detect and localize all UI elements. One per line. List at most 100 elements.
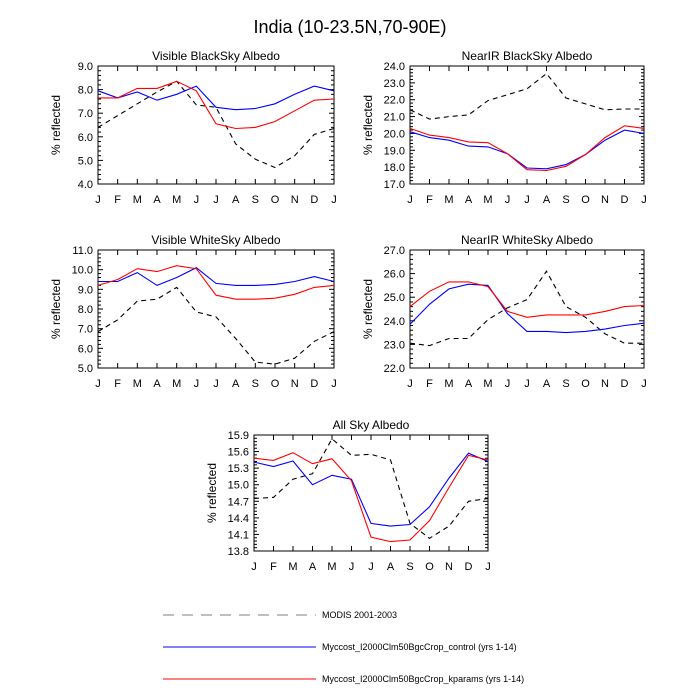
x-tick-label: A [543, 194, 551, 206]
y-axis-label: % reflected [49, 95, 63, 155]
y-tick-label: 9.0 [78, 61, 93, 73]
x-tick-label: A [387, 561, 395, 573]
y-tick-label: 10.0 [72, 265, 93, 277]
y-axis-label: % reflected [361, 95, 375, 155]
x-tick-label: J [505, 194, 511, 206]
plot-frame [97, 65, 335, 185]
x-tick-label: J [251, 561, 257, 573]
series-line-myccost-i2000clm50bgccrop-control-yrs-1-14 [97, 85, 335, 111]
x-tick-label: M [483, 378, 492, 390]
x-tick-label: D [310, 378, 318, 390]
y-tick-label: 15.9 [228, 430, 249, 442]
x-tick-label: O [581, 194, 590, 206]
x-tick-label: M [444, 194, 453, 206]
x-tick-label: S [252, 194, 259, 206]
legend-label-modis: MODIS 2001-2003 [322, 610, 397, 620]
x-tick-label: M [133, 378, 142, 390]
y-tick-label: 22.0 [384, 95, 405, 107]
x-tick-label: D [621, 378, 629, 390]
y-tick-label: 20.0 [384, 128, 405, 140]
x-tick-label: J [194, 378, 200, 390]
series-line-modis-2001-2003 [409, 72, 644, 120]
x-tick-label: J [485, 561, 491, 573]
x-tick-label: J [213, 378, 219, 390]
x-tick-label: N [291, 194, 299, 206]
x-tick-label: N [445, 561, 453, 573]
x-tick-label: M [483, 194, 492, 206]
series-line-modis-2001-2003 [97, 286, 335, 365]
y-tick-label: 15.0 [228, 480, 249, 492]
x-tick-label: J [407, 194, 413, 206]
y-tick-label: 5.0 [78, 363, 93, 375]
x-tick-label: M [133, 194, 142, 206]
x-tick-label: O [271, 194, 280, 206]
x-tick-label: N [601, 378, 609, 390]
y-axis-label: % reflected [205, 463, 219, 523]
x-tick-label: A [153, 194, 161, 206]
panel-nearir-blacksky-albedo: NearIR BlackSky Albedo 17.0 18.0 19.0 20.0 21… [361, 49, 647, 206]
y-tick-label: 14.7 [228, 496, 249, 508]
x-tick-label: J [213, 194, 219, 206]
x-tick-label: J [641, 194, 647, 206]
y-tick-label: 7.0 [78, 324, 93, 336]
y-tick-label: 23.0 [384, 78, 405, 90]
y-tick-label: 4.0 [78, 179, 93, 191]
series-line-myccost-i2000clm50bgccrop-control-yrs-1-14 [98, 267, 335, 287]
panel-title: Visible BlackSky Albedo [152, 49, 280, 63]
y-tick-label: 14.4 [228, 513, 249, 525]
x-tick-label: M [172, 194, 181, 206]
x-tick-label: A [232, 378, 240, 390]
y-axis-label: % reflected [361, 279, 375, 339]
panel-all-sky-albedo: All Sky Albedo 13.8 14.1 14.4 14.7 15.0 15.3 15… [205, 418, 491, 573]
x-tick-label: F [114, 194, 121, 206]
y-tick-label: 9.0 [78, 284, 93, 296]
y-tick-label: 18.0 [384, 162, 405, 174]
x-tick-label: M [172, 378, 181, 390]
legend-item-kparams: Myccost_I2000Clm50BgcCrop_kparams (yrs 1… [163, 674, 524, 684]
series-line-myccost-i2000clm50bgccrop-control-yrs-1-14 [253, 452, 489, 527]
x-tick-label: J [95, 378, 101, 390]
y-tick-label: 11.0 [72, 245, 93, 257]
x-tick-label: J [524, 378, 530, 390]
x-tick-label: J [194, 194, 200, 206]
x-tick-label: M [444, 378, 453, 390]
panel-visible-whitesky-albedo: Visible WhiteSky Albedo 5.0 6.0 7.0 8.0 9.0 10… [49, 233, 337, 390]
x-tick-label: J [524, 194, 530, 206]
plot-frame [409, 65, 645, 185]
x-tick-label: F [426, 378, 433, 390]
x-tick-label: D [310, 194, 318, 206]
x-tick-label: F [426, 194, 433, 206]
y-tick-label: 23.0 [384, 339, 405, 351]
x-tick-label: J [331, 378, 337, 390]
y-tick-label: 26.0 [384, 269, 405, 281]
panel-visible-blacksky-albedo: Visible BlackSky Albedo 4.0 5.0 6.0 7.0 8.0 9.… [49, 49, 337, 206]
series-line-modis-2001-2003 [97, 80, 335, 169]
y-tick-label: 8.0 [78, 85, 93, 97]
x-tick-label: A [153, 378, 161, 390]
x-tick-label: F [270, 561, 277, 573]
y-tick-label: 7.0 [78, 108, 93, 120]
x-tick-label: S [562, 194, 569, 206]
x-tick-label: O [271, 378, 280, 390]
x-tick-label: D [465, 561, 473, 573]
x-tick-label: A [232, 194, 240, 206]
panel-title: All Sky Albedo [333, 418, 410, 432]
x-tick-label: J [407, 378, 413, 390]
y-tick-label: 25.0 [384, 292, 405, 304]
panel-title: NearIR WhiteSky Albedo [461, 233, 593, 247]
series-line-myccost-i2000clm50bgccrop-control-yrs-1-14 [409, 129, 645, 170]
x-tick-label: S [562, 378, 569, 390]
y-tick-label: 5.0 [78, 155, 93, 167]
series-line-myccost-i2000clm50bgccrop-kparams-yrs-1-14 [98, 80, 335, 130]
x-tick-label: A [543, 378, 551, 390]
x-tick-label: F [114, 378, 121, 390]
x-tick-label: N [601, 194, 609, 206]
series-line-modis-2001-2003 [409, 270, 644, 347]
y-tick-label: 14.1 [228, 529, 249, 541]
x-tick-label: A [309, 561, 317, 573]
y-tick-label: 6.0 [78, 343, 93, 355]
x-tick-label: J [368, 561, 374, 573]
legend-item-modis: MODIS 2001-2003 [163, 610, 397, 620]
series-line-myccost-i2000clm50bgccrop-kparams-yrs-1-14 [97, 265, 335, 300]
x-tick-label: N [291, 378, 299, 390]
